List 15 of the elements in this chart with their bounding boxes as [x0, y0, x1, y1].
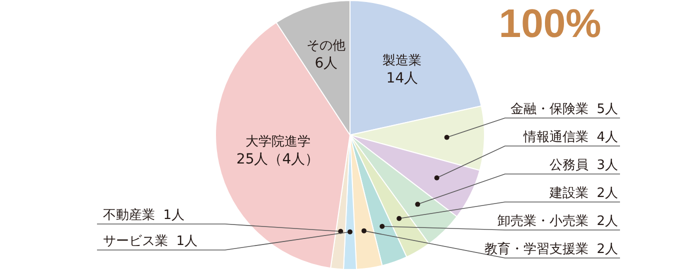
slice-label: 金融・保険業 5人 — [510, 102, 618, 117]
slice-label: 大学院進学 — [245, 134, 310, 150]
data-label: 6人 — [314, 56, 338, 72]
slice-label: その他 — [306, 38, 346, 54]
data-label: 25人（4人） — [236, 152, 320, 168]
slice-label: 情報通信業 4人 — [522, 130, 618, 145]
chart-title: 100% — [498, 2, 602, 47]
slice-label: 建設業 2人 — [548, 186, 618, 201]
data-label: 14人 — [386, 70, 418, 87]
slice-label: 製造業 — [382, 53, 422, 68]
slice-label: 教育・学習支援業 2人 — [484, 241, 618, 257]
slice-label: 公務員 3人 — [549, 158, 618, 173]
slice-label: 卸売業・小売業 2人 — [497, 214, 618, 229]
slice-label: 不動産業 1人 — [103, 207, 185, 223]
slice-label: サービス業 1人 — [103, 234, 198, 249]
